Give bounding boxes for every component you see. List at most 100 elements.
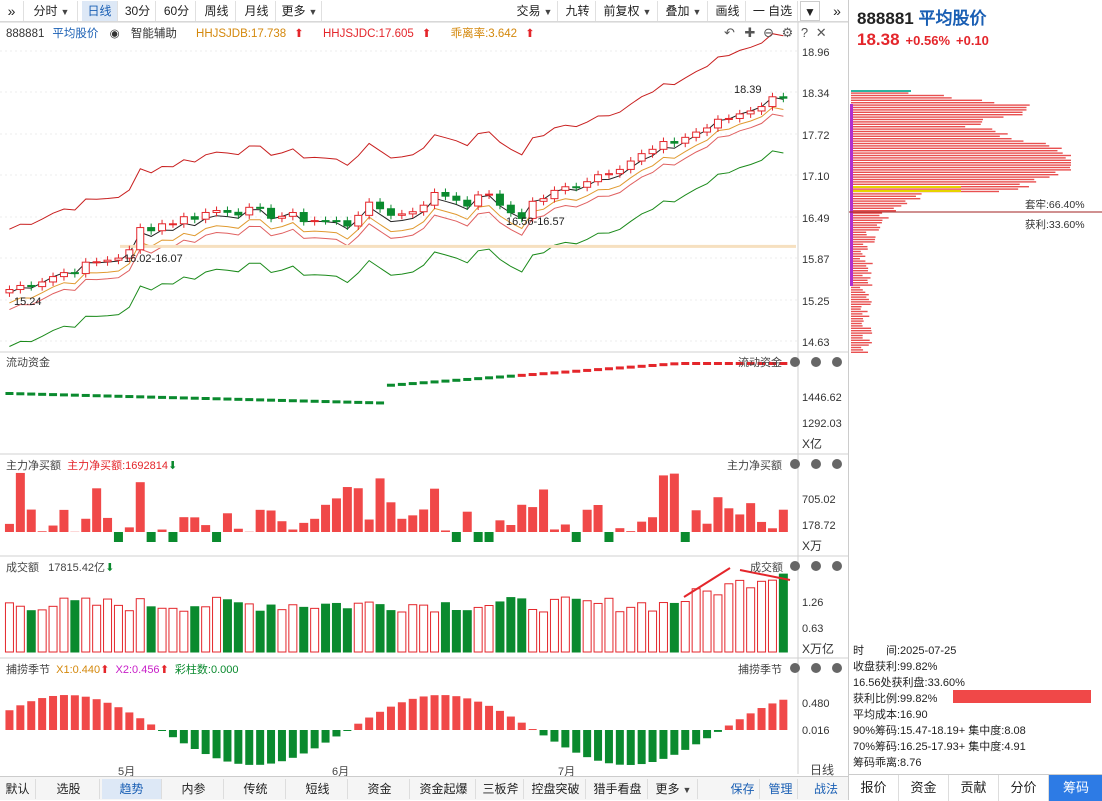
chip-bar bbox=[851, 241, 875, 242]
period-60min[interactable]: 60分 bbox=[158, 1, 196, 21]
time-info: 时 间:2025-07-25 bbox=[853, 642, 956, 658]
netbuy-bar bbox=[201, 525, 210, 532]
nine-turn-button[interactable]: 九转 bbox=[560, 1, 596, 21]
chevron-down-icon: ▼ bbox=[309, 7, 318, 17]
netbuy-bar bbox=[38, 531, 47, 532]
tab-hunter[interactable]: 猎手看盘 bbox=[588, 779, 648, 799]
expand-icon[interactable]: » bbox=[826, 1, 848, 21]
liquidity-mark bbox=[518, 374, 526, 377]
tab-default[interactable]: 默认 bbox=[0, 779, 36, 799]
netbuy-bar bbox=[81, 519, 90, 532]
help-icon[interactable]: ? bbox=[801, 25, 808, 40]
trade-button[interactable]: 交易▼ bbox=[512, 1, 558, 21]
candle-body bbox=[71, 273, 78, 274]
profit-ratio-fill bbox=[953, 690, 1091, 703]
period-fenshi[interactable]: 分时▼ bbox=[26, 1, 78, 21]
chip-bar bbox=[851, 337, 863, 338]
season-x1: X1:0.440 bbox=[56, 664, 100, 676]
tactics-button[interactable]: 战法 bbox=[806, 779, 846, 799]
candle-body bbox=[693, 132, 700, 137]
tab-select[interactable]: 选股 bbox=[38, 779, 100, 799]
volume-bar bbox=[82, 598, 90, 652]
profit-ratio-bar bbox=[953, 690, 1091, 703]
period-daily[interactable]: 日线 bbox=[82, 1, 118, 21]
volume-bar bbox=[747, 588, 755, 652]
tab-insider[interactable]: 内参 bbox=[164, 779, 224, 799]
season-bar bbox=[49, 696, 57, 730]
season-bar bbox=[169, 730, 177, 737]
season-bar bbox=[692, 730, 700, 744]
tab-more[interactable]: 更多▼ bbox=[650, 779, 698, 799]
netbuy-bar bbox=[59, 510, 68, 532]
tab-fund-burst[interactable]: 资金起爆 bbox=[412, 779, 476, 799]
candle-body bbox=[191, 217, 198, 219]
tab-fund[interactable]: 资金 bbox=[350, 779, 410, 799]
tab-traditional[interactable]: 传统 bbox=[226, 779, 286, 799]
candle-body bbox=[638, 154, 645, 161]
watchlist-button[interactable]: 一 自选 bbox=[748, 1, 798, 21]
overlay-button[interactable]: 叠加▼ bbox=[660, 1, 708, 21]
back-icon[interactable]: ↶ bbox=[724, 25, 735, 40]
tab-trend[interactable]: 趋势 bbox=[102, 779, 162, 799]
help-icon bbox=[811, 561, 821, 571]
right-tabs: 报价 资金 贡献 分价 筹码 bbox=[849, 774, 1102, 800]
save-button[interactable]: 保存 bbox=[726, 779, 760, 799]
volume-bar bbox=[496, 602, 504, 652]
chip-bar bbox=[851, 265, 866, 266]
volume-bar bbox=[234, 603, 242, 652]
season-bar bbox=[409, 699, 417, 730]
chevron-down-icon[interactable]: ▼ bbox=[800, 1, 820, 21]
period-monthly[interactable]: 月线 bbox=[238, 1, 276, 21]
netbuy-bar bbox=[136, 482, 145, 532]
chip-bar bbox=[851, 133, 1008, 134]
manage-button[interactable]: 管理 bbox=[764, 779, 798, 799]
season-bar bbox=[202, 730, 210, 754]
liquidity-mark bbox=[452, 379, 460, 382]
tab-fund[interactable]: 资金 bbox=[899, 775, 949, 801]
liquidity-mark bbox=[507, 375, 515, 378]
close-icon bbox=[832, 357, 842, 367]
tab-chips[interactable]: 筹码 bbox=[1049, 775, 1102, 801]
adjust-button[interactable]: 前复权▼ bbox=[598, 1, 658, 21]
candle-body bbox=[431, 192, 438, 205]
tab-contribution[interactable]: 贡献 bbox=[949, 775, 999, 801]
netbuy-bar bbox=[441, 530, 450, 532]
profit-ratio-label: 获利:33.60% bbox=[1025, 217, 1085, 232]
season-bar bbox=[529, 729, 537, 730]
collapse-icon[interactable]: » bbox=[0, 1, 24, 21]
volume-bar bbox=[529, 609, 537, 652]
volume-bar bbox=[27, 611, 35, 652]
minus-icon[interactable]: ⊖ bbox=[763, 25, 774, 40]
chip-bar bbox=[851, 294, 869, 295]
tab-control-break[interactable]: 控盘突破 bbox=[526, 779, 586, 799]
close-icon[interactable]: ✕ bbox=[816, 25, 827, 40]
chip-bar bbox=[851, 304, 871, 305]
candle-body bbox=[366, 202, 373, 215]
chip-bar bbox=[851, 121, 982, 122]
chip-bar bbox=[851, 222, 882, 223]
close-icon bbox=[832, 561, 842, 571]
netbuy-bar bbox=[299, 523, 308, 532]
netbuy-bar bbox=[703, 524, 712, 532]
season-bar bbox=[376, 712, 384, 730]
draw-button[interactable]: 画线 bbox=[710, 1, 746, 21]
tab-shortline[interactable]: 短线 bbox=[288, 779, 348, 799]
netbuy-bar bbox=[779, 510, 788, 532]
tab-three-axes[interactable]: 三板斧 bbox=[478, 779, 524, 799]
volume-bar bbox=[136, 599, 144, 652]
ma-line-orange bbox=[9, 107, 783, 303]
gear-icon[interactable]: ⚙ bbox=[782, 25, 794, 40]
period-more[interactable]: 更多▼ bbox=[278, 1, 322, 21]
chip-bar bbox=[851, 227, 880, 228]
period-weekly[interactable]: 周线 bbox=[198, 1, 236, 21]
liquidity-mark bbox=[398, 383, 406, 386]
period-30min[interactable]: 30分 bbox=[120, 1, 156, 21]
tab-quote[interactable]: 报价 bbox=[849, 775, 899, 801]
chip-bar bbox=[851, 102, 994, 103]
candle-body bbox=[649, 149, 656, 153]
add-icon[interactable]: ✚ bbox=[745, 25, 756, 40]
liquidity-mark bbox=[332, 400, 340, 403]
netbuy-bar bbox=[212, 532, 221, 542]
tab-price-split[interactable]: 分价 bbox=[999, 775, 1049, 801]
volume-bar bbox=[158, 608, 166, 652]
